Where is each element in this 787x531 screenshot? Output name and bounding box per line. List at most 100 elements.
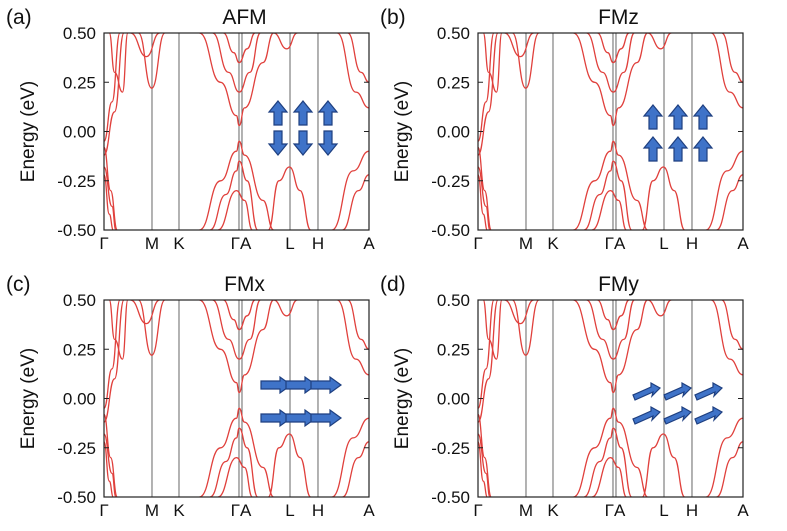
spin-arrow-icon [285,375,318,395]
spin-arrow-icon [663,381,692,401]
band-curve [478,33,499,156]
x-tick-label: Γ [99,234,108,253]
band-curve [482,33,503,93]
x-tick-label: ΓA [231,501,252,520]
y-tick-label: 0.00 [437,390,470,409]
band-curve [721,33,743,83]
band-curve [478,174,488,230]
band-panel: (d) FMy Energy (eV) 0.50 0.25 0.00 -0.25 -0.50 Γ… [374,267,767,531]
band-curve [104,174,114,230]
band-curve [721,300,743,350]
x-tick-label: M [519,501,533,520]
band-lines [104,300,369,497]
magnetic-config-icon [260,375,343,428]
band-curve [267,166,312,230]
x-tick-label: M [145,501,159,520]
y-tick-label: -0.50 [57,221,96,240]
band-curve [137,33,166,89]
spin-arrow-icon [692,136,714,162]
band-curve [591,456,628,497]
band-curve [130,300,160,325]
band-curve [104,413,118,497]
band-lines [104,33,369,230]
band-curve [478,433,491,497]
band-curve [710,33,743,109]
band-lines [478,300,743,497]
band-curve [591,189,628,230]
x-tick-label: M [145,234,159,253]
panel-label: (b) [380,6,406,29]
y-tick-label: -0.50 [431,221,470,240]
spin-arrow-icon [292,130,314,156]
spin-arrow-icon [310,375,343,395]
x-tick-label: L [659,234,668,253]
band-curve [342,441,369,497]
y-axis-label: Energy (eV) [18,348,39,449]
spin-arrow-icon [285,408,318,428]
band-curve [104,300,125,423]
magnetic-config-icon [642,104,714,162]
panel-label: (c) [6,273,31,296]
y-tick-label: -0.25 [431,172,470,191]
y-tick-label: -0.50 [57,488,96,507]
x-tick-label: Γ [99,501,108,520]
y-tick-label: -0.25 [57,439,96,458]
spin-arrow-icon [317,100,339,126]
x-tick-label: A [737,501,749,520]
x-tick-label: H [686,234,698,253]
spin-arrow-icon [267,100,289,126]
band-panel: (a) AFM Energy (eV) 0.50 0.25 0.00 -0.25 -0.50 Γ… [0,0,393,264]
band-curve [478,300,499,423]
band-curve [482,300,503,360]
x-tick-label: A [363,501,375,520]
x-tick-label: L [659,501,668,520]
x-tick-label: L [285,234,294,253]
y-tick-label: 0.25 [63,340,96,359]
magnetic-config-icon [632,381,723,425]
band-curve [273,33,298,50]
y-tick-label: 0.50 [437,24,470,43]
band-curve [108,33,129,93]
spin-arrow-icon [260,408,293,428]
spin-arrow-icon [694,381,723,401]
spin-arrow-icon [663,405,692,425]
x-tick-label: ΓA [231,234,252,253]
spin-arrow-icon [632,405,661,425]
spin-arrow-icon [667,104,689,130]
band-curve [336,300,369,376]
x-tick-label: H [312,501,324,520]
band-curve [573,300,648,394]
band-curve [223,33,256,64]
x-tick-label: K [173,234,185,253]
spin-arrow-icon [267,130,289,156]
band-curve [583,427,633,497]
spin-arrow-icon [292,100,314,126]
band-curve [647,300,672,317]
y-tick-label: 0.00 [63,390,96,409]
band-curve [212,33,262,93]
band-curve [586,300,636,360]
band-curve [478,413,492,497]
band-curve [104,33,125,156]
panel-title: AFM [222,6,266,29]
spin-arrow-icon [694,405,723,425]
band-curve [104,146,118,230]
x-tick-label: ΓA [605,501,626,520]
band-curve [705,150,743,230]
band-curve [716,441,743,497]
y-tick-label: -0.25 [431,439,470,458]
band-curve [597,300,630,331]
y-tick-label: 0.50 [63,24,96,43]
band-curve [223,300,256,331]
band-curve [478,441,488,497]
band-curve [331,150,369,230]
band-curve [212,300,262,360]
band-curve [199,407,274,497]
band-curve [199,300,274,394]
band-curve [597,33,630,64]
band-curve [104,441,114,497]
band-curve [104,433,117,497]
